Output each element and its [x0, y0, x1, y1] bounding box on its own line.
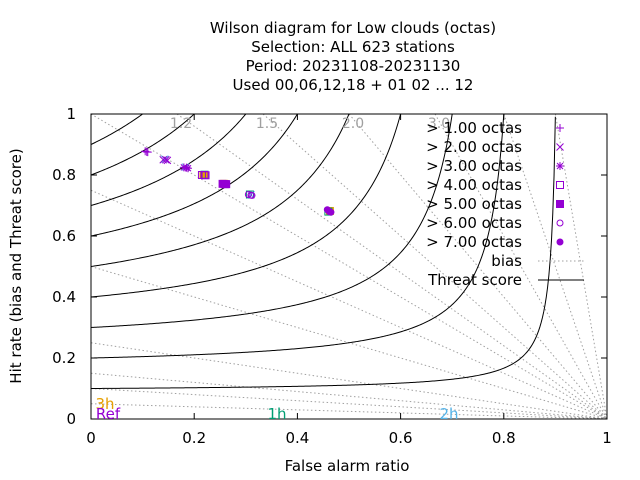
bias-label: 1.5 — [256, 116, 278, 132]
run-label: Ref — [96, 405, 121, 423]
legend-marker — [556, 238, 564, 246]
data-point — [182, 163, 191, 172]
legend-entry-label: > 1.00 octas — [426, 119, 522, 137]
bias-line — [91, 403, 607, 419]
bias-line — [91, 388, 607, 419]
x-tick-label: 0.8 — [492, 429, 516, 447]
bias-label: 2.0 — [342, 116, 364, 132]
bias-label: 3.0 — [428, 116, 450, 132]
y-tick-label: 0.8 — [52, 166, 76, 184]
legend-entry-label: > 5.00 octas — [426, 195, 522, 213]
legend-bias-label: bias — [491, 252, 522, 270]
legend: > 1.00 octas> 2.00 octas> 3.00 octas> 4.… — [426, 119, 584, 289]
legend-marker — [556, 181, 564, 189]
legend-marker — [556, 200, 564, 208]
y-tick-label: 0.4 — [52, 288, 76, 306]
run-label: 2h — [439, 405, 458, 423]
legend-marker — [556, 124, 564, 132]
x-tick-label: 0 — [86, 429, 96, 447]
data-point — [327, 208, 335, 216]
data-point — [184, 164, 193, 173]
chart-title: Wilson diagram for Low clouds (octas) Se… — [210, 19, 496, 94]
y-tick-label: 1 — [66, 105, 76, 123]
title-line-3: Period: 20231108-20231130 — [246, 57, 461, 75]
bias-labels: 1.2 1.5 2.0 3.0 — [170, 116, 450, 132]
axis-ticks: 0 0.2 0.4 0.6 0.8 1 0 0.2 0.4 0.6 0.8 1 — [52, 105, 612, 447]
title-line-2: Selection: ALL 623 stations — [251, 38, 455, 56]
legend-threat-label: Threat score — [427, 271, 522, 289]
legend-marker — [556, 162, 564, 170]
bias-line — [348, 114, 607, 419]
y-tick-label: 0 — [66, 410, 76, 428]
legend-marker — [556, 143, 564, 151]
run-label: 1h — [267, 405, 286, 423]
threat-score-curve — [91, 114, 247, 206]
x-axis-label: False alarm ratio — [285, 457, 410, 475]
data-points — [141, 147, 335, 216]
threat-score-curve — [91, 114, 350, 267]
legend-entry-label: > 4.00 octas — [426, 176, 522, 194]
x-tick-label: 0.4 — [285, 429, 309, 447]
x-tick-label: 1 — [602, 429, 612, 447]
legend-entry-label: > 2.00 octas — [426, 138, 522, 156]
bias-line — [554, 114, 607, 419]
legend-entry-label: > 6.00 octas — [426, 214, 522, 232]
y-tick-label: 0.2 — [52, 349, 76, 367]
threat-score-curve — [91, 116, 556, 389]
data-point — [222, 180, 231, 189]
bias-label: 1.2 — [170, 116, 192, 132]
bias-line — [91, 342, 607, 419]
plot-frame — [90, 113, 608, 420]
title-line-1: Wilson diagram for Low clouds (octas) — [210, 19, 496, 37]
threat-score-curve — [91, 114, 298, 237]
x-tick-label: 0.6 — [389, 429, 413, 447]
threat-score-curve — [91, 114, 402, 298]
threat-score-curve — [91, 114, 505, 359]
data-point — [161, 155, 170, 164]
legend-entry-label: > 3.00 octas — [426, 157, 522, 175]
data-point — [248, 191, 256, 199]
legend-entry-label: > 7.00 octas — [426, 233, 522, 251]
y-axis-label: Hit rate (bias and Threat score) — [7, 148, 25, 383]
threat-score-curve — [91, 114, 144, 145]
legend-marker — [556, 219, 564, 227]
data-point — [163, 156, 172, 165]
threat-score-curve — [91, 114, 453, 328]
data-point — [244, 191, 252, 199]
bias-line — [503, 114, 607, 419]
title-line-4: Used 00,06,12,18 + 01 02 ... 12 — [233, 76, 474, 94]
threat-score-curves — [91, 114, 556, 389]
x-tick-label: 0.2 — [182, 429, 206, 447]
run-label: 3h — [95, 395, 114, 413]
y-tick-label: 0.6 — [52, 227, 76, 245]
bias-line — [176, 114, 607, 419]
data-point — [201, 171, 210, 180]
data-point — [143, 148, 152, 157]
